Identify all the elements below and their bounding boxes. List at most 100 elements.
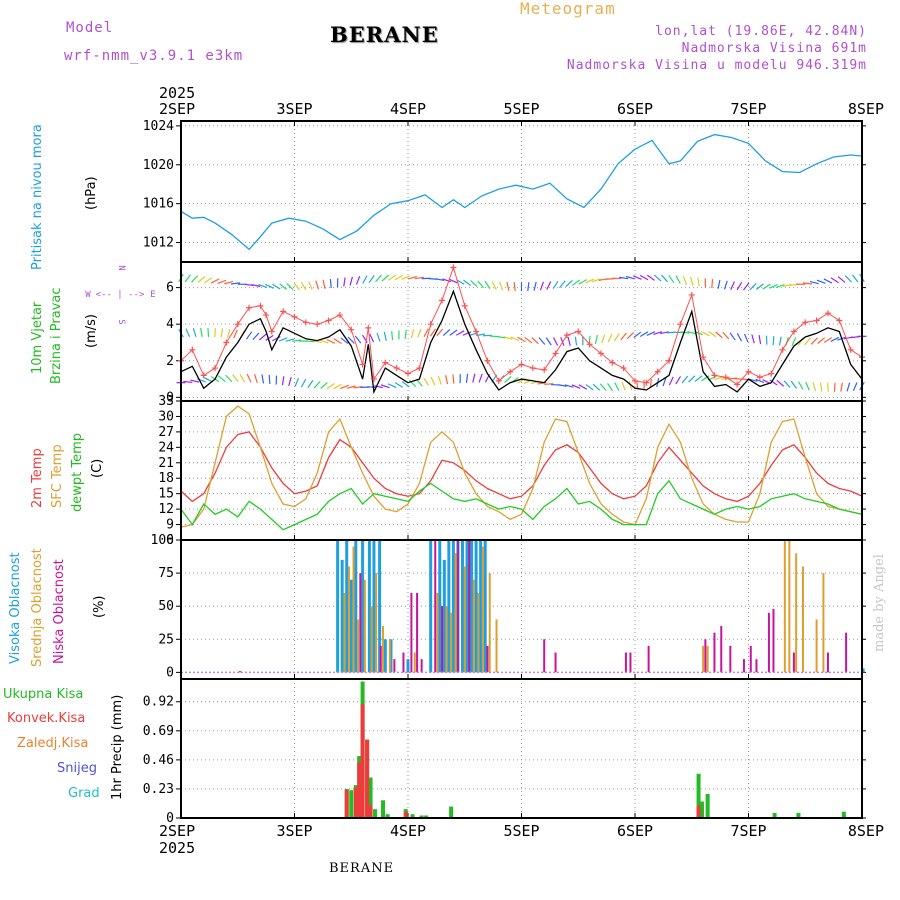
wind-barb-arrow [594,334,598,345]
precip-bar [841,811,846,818]
clouds-bar [815,619,818,673]
wind-barb-arrow [491,281,497,290]
clouds-bar [460,540,464,673]
wind-barb-arrow [559,280,566,289]
wind-barb-arrow [823,337,833,344]
wind-barb-arrow [449,278,458,284]
wind-barb-arrow [620,332,627,341]
wind-barb-arrow [572,279,580,286]
temperature-ytick-label: 15 [158,487,174,502]
wind-barb-arrow [436,328,444,337]
wind-barb-arrow [639,274,649,281]
temperature-ytick-label: 6 [166,533,174,548]
wind-barb-arrow [347,336,355,344]
clouds-bar [767,612,770,673]
wind-barb-arrow [506,281,510,291]
wind-barb-arrow [639,331,649,337]
wind-barb-arrow [293,282,301,291]
clouds-bar [442,559,446,673]
wind-barb-arrow [607,333,613,343]
year-label-bottom: 2025 [159,839,195,857]
wind-barb-arrow [730,281,736,290]
wind-barb-arrow [607,382,614,392]
precip-bar [368,777,373,818]
wind-barb-arrow [462,331,472,336]
wind-barb-arrow [322,279,326,289]
wind-barb-arrow [531,337,539,345]
wind-barb-arrow [524,336,533,344]
wind-barb-arrow [711,279,714,289]
wind-barb-arrow [288,377,292,387]
wind-barb-arrow [387,383,397,389]
temperature-ytick-label: 33 [158,394,174,409]
temperature-ytick-label: 12 [158,502,174,517]
wind-barb-arrow [578,279,587,285]
precip-bar [424,815,429,818]
clouds-bar [822,573,825,673]
compass-icon: N W E S <-- | --> [85,265,155,324]
wind-ytick-label: 0 [166,390,174,405]
clouds-bar [388,639,391,673]
clouds-bar [554,652,557,673]
wind-barb-arrow [455,330,465,336]
wind-barb-arrow [728,377,738,380]
wind-barb-arrow [326,382,335,390]
wind-barb-arrow [265,283,274,289]
clouds-bar [772,608,775,673]
wind-barb-arrow [797,381,804,390]
wind-barb-arrow [376,332,381,342]
time-label-top: 5SEP [503,100,539,118]
clouds-bar [472,579,475,673]
wind-barb-arrow [578,384,588,390]
wind-barb-arrow [675,376,682,385]
wind-barb-arrow [571,384,581,389]
wind-barb-arrow [391,331,394,341]
precip-bar [373,809,378,818]
wind-barb-arrow [619,276,629,280]
clouds-bar [402,652,405,673]
wind-barb-arrow [680,331,690,334]
wind-barb-arrow [246,373,252,383]
wind-barb-arrow [552,337,559,346]
wind-barb-arrow [646,274,655,281]
wind-barb-arrow [585,384,594,391]
model-elevation-label: Nadmorska Visina u modelu 946.319m [566,58,867,73]
wind-barb-arrow [368,274,375,284]
pressure-ytick-label: 1016 [143,197,174,212]
clouds-ytick-label: 0 [166,665,174,680]
wind-barb-arrow [281,376,285,386]
wind-barb-arrow [346,385,356,389]
wind-barb-arrow [313,380,321,389]
clouds-bar [456,540,459,673]
wind-barb-arrow [230,282,241,285]
clouds-bar [361,540,365,673]
time-label-bottom: 3SEP [276,822,312,840]
wind-barb-arrow [430,376,436,386]
wind-ytick-label: 6 [166,281,174,296]
time-label-top: 2SEP [159,100,195,118]
clouds-ytick-label: 50 [158,599,174,614]
clouds-bar [647,645,650,673]
wind-barb-arrow [823,278,833,284]
clouds-bar [359,573,362,673]
wind-barb-arrow [245,331,253,340]
time-label-top: 8SEP [848,100,884,118]
wind-barb-arrow [591,278,601,283]
wind-barb-arrow [286,282,294,291]
wind-barb-arrow [404,329,407,339]
wind-barb-arrow [636,380,639,390]
wind-barb-arrow [233,329,238,339]
wind-barb-arrow [496,335,506,339]
pressure-frame [180,120,863,263]
wind-barb-arrow [285,338,295,342]
clouds-bar [370,606,373,673]
clouds-bar [488,573,491,673]
clouds-bar [445,606,448,673]
clouds-bar [795,553,798,673]
wind-barb-arrow [810,337,818,345]
precip-legend-conv: Konvek.Kisa [7,711,86,726]
clouds-bar [783,540,786,673]
wind-barb-arrow [307,281,313,290]
year-label-top: 2025 [159,84,195,102]
wind-barb-arrow [315,280,320,290]
